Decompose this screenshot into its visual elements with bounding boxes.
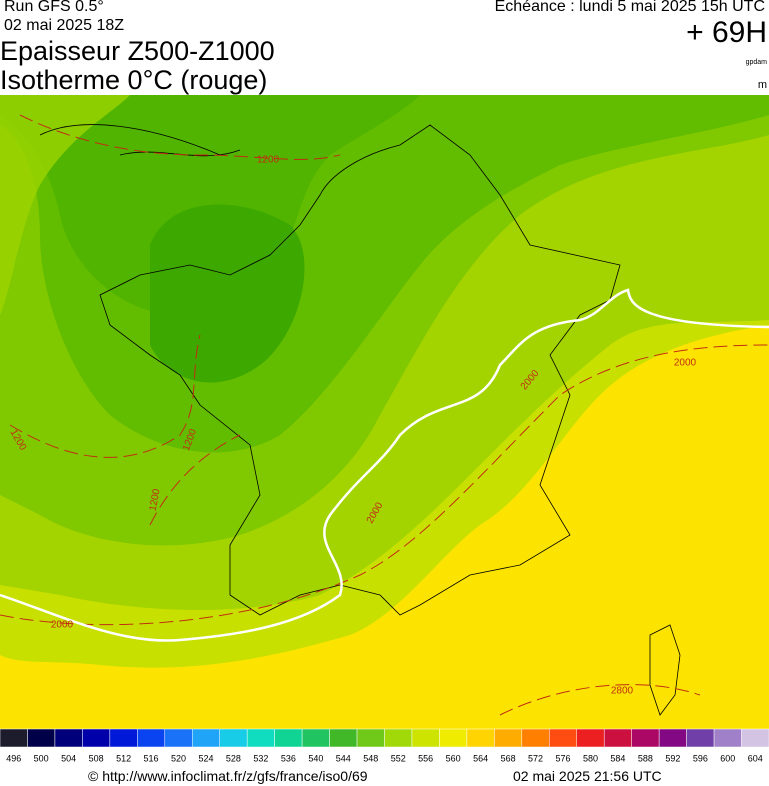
scale-label: 576 (556, 753, 571, 763)
coastlines (39, 124, 681, 716)
color-swatch (82, 728, 111, 748)
unit2: m (757, 79, 767, 91)
scale-label: 500 (34, 753, 49, 763)
color-swatch (466, 728, 495, 748)
color-swatch (713, 728, 742, 748)
scale-label: 588 (638, 753, 653, 763)
color-swatch (521, 728, 550, 748)
forecast: Echéance : lundi 5 mai 2025 15h UTC (494, 0, 765, 15)
color-swatch (329, 728, 358, 748)
color-swatch (603, 728, 632, 748)
scale-label: 572 (528, 753, 543, 763)
color-swatch (356, 728, 385, 748)
color-swatch (741, 728, 769, 748)
isotherm-contours (0, 114, 769, 716)
contour-label: 1200 (148, 488, 163, 512)
scale-label: 520 (171, 753, 186, 763)
scale-label: 596 (693, 753, 708, 763)
color-swatch (494, 728, 523, 748)
scale-label: 540 (308, 753, 323, 763)
run-date: 02 mai 2025 18Z (4, 17, 125, 34)
scale-label: 584 (610, 753, 625, 763)
zone-west (0, 95, 130, 315)
color-swatch (549, 728, 577, 748)
color-swatch (164, 728, 193, 748)
scale-label: 580 (583, 753, 598, 763)
scale-label: 508 (89, 753, 104, 763)
title-line1: Epaisseur Z500-Z1000 (0, 36, 275, 66)
run: Run GFS 0.5° (4, 0, 104, 15)
scale-label: 552 (391, 753, 406, 763)
timestamp: 02 mai 2025 21:56 UTC (513, 768, 662, 784)
color-swatch (384, 728, 413, 748)
color-scale: 496 500 504 508 512 516 520 524 528 532 536 540 544 5… (0, 728, 769, 763)
scale-label: 556 (418, 753, 433, 763)
color-swatch (192, 728, 220, 748)
scale-label: 512 (116, 753, 131, 763)
color-swatch (658, 728, 687, 748)
contour-label: 2000 (674, 358, 697, 369)
title-line2: Isotherme 0°C (rouge) (0, 65, 268, 95)
source-url: © http://www.infoclimat.fr/z/gfs/france/… (88, 768, 368, 784)
contour-label: 2000 (51, 620, 74, 631)
scale-label: 600 (720, 753, 735, 763)
scale-label: 604 (748, 753, 763, 763)
color-swatch (0, 728, 28, 748)
lead-time: + 69H (686, 16, 767, 49)
scale-label: 564 (473, 753, 488, 763)
scale-label: 524 (198, 753, 213, 763)
scale-label: 560 (446, 753, 461, 763)
color-swatch (439, 728, 468, 748)
color-swatch (109, 728, 138, 748)
zone-darkest (150, 204, 305, 383)
contour-label: 2800 (611, 686, 634, 697)
scale-label: 544 (336, 753, 351, 763)
scale-label: 516 (144, 753, 159, 763)
contour-label: 1200 (257, 155, 280, 166)
scale-label: 568 (501, 753, 516, 763)
color-swatch (219, 728, 248, 748)
color-swatch (246, 728, 275, 748)
color-swatch (137, 728, 166, 748)
color-swatch (274, 728, 303, 748)
color-swatch (301, 728, 330, 748)
scale-label: 532 (253, 753, 268, 763)
unit: gpdam (745, 59, 767, 66)
scale-label: 496 (6, 753, 21, 763)
color-swatch (686, 728, 715, 748)
scale-label: 504 (61, 753, 76, 763)
scale-label: 592 (665, 753, 680, 763)
color-swatch (411, 728, 440, 748)
color-swatch (27, 728, 56, 748)
scale-label: 536 (281, 753, 296, 763)
scale-label: 528 (226, 753, 241, 763)
color-swatch (631, 728, 660, 748)
color-swatch (576, 728, 605, 748)
isotherm-0c (0, 288, 769, 642)
scale-label: 548 (363, 753, 378, 763)
color-swatch (54, 728, 83, 748)
